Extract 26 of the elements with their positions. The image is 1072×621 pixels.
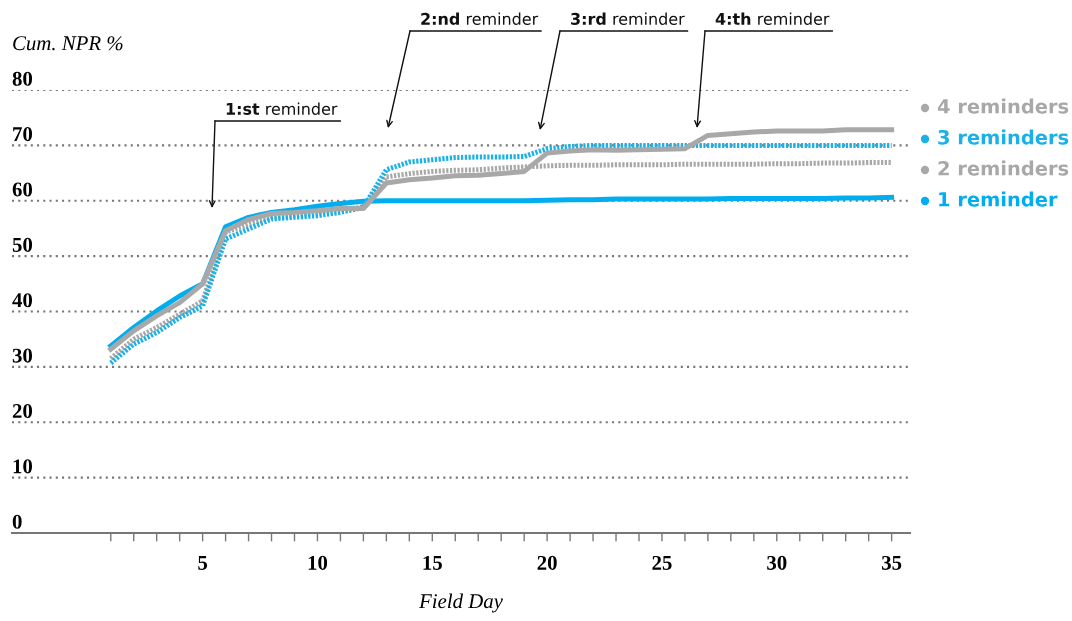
annotation: 1:st reminder: [226, 102, 338, 115]
x-tick-label: 10: [308, 555, 328, 570]
y-tick-label: 40: [12, 293, 33, 308]
x-tick-label: 5: [198, 556, 208, 570]
y-tick-label: 70: [13, 127, 33, 142]
y-tick-label: 10: [13, 459, 33, 474]
y-axis-title: Cum. NPR %: [13, 36, 123, 51]
y-tick-label: 60: [12, 182, 33, 197]
legend-label: 3 reminders: [938, 129, 1069, 145]
y-tick-label: 30: [12, 348, 33, 363]
x-tick-label: 15: [423, 555, 442, 570]
legend-label: 1 reminder: [939, 191, 1058, 207]
legend-label: 4 reminders: [937, 98, 1069, 114]
x-tick-label: 35: [881, 555, 902, 570]
x-tick-label: 30: [767, 555, 787, 570]
y-tick-label: 20: [12, 403, 33, 419]
y-tick-label: 0: [12, 514, 22, 529]
text: 4:th reminder: [715, 12, 830, 25]
legend-label: 2 reminders: [938, 160, 1069, 176]
text: 3:rd reminder: [571, 12, 685, 25]
x-tick-label: 20: [537, 555, 557, 570]
x-tick-label: 25: [652, 555, 672, 570]
text: 2:nd reminder: [421, 12, 539, 25]
y-tick-label: 80: [12, 71, 33, 86]
y-tick-label: 50: [12, 237, 33, 252]
x-axis-title: Field Day: [418, 593, 503, 613]
